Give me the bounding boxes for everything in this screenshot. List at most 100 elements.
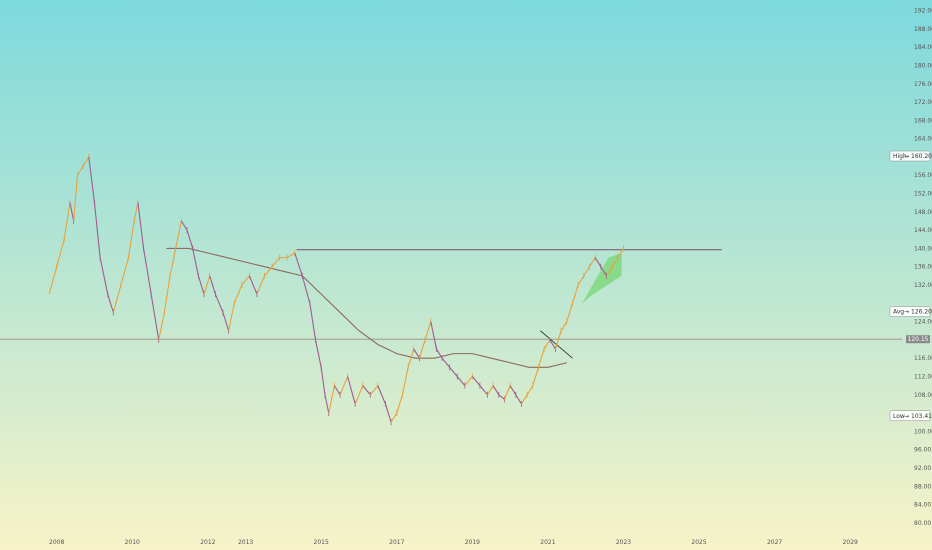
price-segment (526, 385, 534, 396)
price-segment (617, 248, 624, 258)
price-segment (418, 339, 426, 359)
y-tick-label: 152.00 (914, 191, 932, 198)
price-segment (286, 252, 296, 259)
x-tick-label: 2025 (691, 539, 706, 546)
marker-value-low: 103.41 (911, 413, 932, 420)
marker-arrow-icon: → (904, 153, 909, 160)
y-tick-label: 148.00 (914, 209, 932, 216)
price-segment (407, 348, 415, 368)
x-tick-label: 2013 (238, 539, 253, 546)
price-segment (347, 376, 356, 405)
price-segment (48, 266, 58, 295)
x-tick-label: 2023 (616, 539, 631, 546)
price-segment (150, 294, 160, 340)
price-segment (354, 385, 364, 405)
price-segment (137, 202, 145, 249)
price-segment (543, 339, 551, 350)
price-segment (577, 275, 585, 286)
y-tick-label: 92.00 (914, 465, 931, 472)
price-segment (127, 220, 135, 258)
y-tick-label: 176.00 (914, 81, 932, 88)
price-segment (537, 348, 545, 368)
price-segment (256, 275, 266, 295)
price-segment (520, 394, 528, 405)
price-segment (486, 385, 494, 396)
x-tick-label: 2017 (389, 539, 404, 546)
current-price-label: 120.15 (908, 336, 929, 343)
y-tick-label: 168.00 (914, 117, 932, 124)
price-segment (369, 385, 379, 396)
x-tick-label: 2015 (314, 539, 329, 546)
price-segment (209, 275, 216, 295)
price-segment (133, 202, 139, 222)
price-segment (112, 284, 122, 313)
price-segment (93, 202, 101, 258)
axis-layer: 2008 2010 2012 2013 2015 2017 2019 2021 2023 2025… (49, 8, 932, 546)
price-segment (324, 394, 330, 414)
price-segment (479, 385, 488, 396)
price-segment (158, 312, 165, 341)
zone-layer (581, 252, 622, 304)
price-segment (532, 367, 539, 386)
x-tick-label: 2008 (49, 539, 64, 546)
y-tick-label: 188.00 (914, 26, 932, 33)
price-segment (143, 248, 152, 295)
marker-value-high: 160.20 (911, 153, 932, 160)
x-tick-label: 2019 (465, 539, 480, 546)
price-segment (241, 275, 250, 286)
price-segment (509, 385, 517, 396)
price-segment (222, 312, 230, 331)
price-segment (314, 339, 322, 368)
price-segment (377, 385, 386, 405)
y-tick-label: 140.00 (914, 245, 932, 252)
price-segment (333, 385, 341, 396)
marker-name-avg: Avg (893, 309, 904, 316)
price-segment (203, 275, 211, 295)
price-segment (107, 293, 114, 313)
moving-average-line (166, 247, 567, 368)
price-segment (186, 229, 194, 249)
y-tick-label: 164.00 (914, 136, 932, 143)
price-segment (76, 165, 84, 176)
price-segment (88, 156, 96, 203)
price-segment (264, 266, 273, 277)
price-segment (69, 202, 75, 222)
y-tick-label: 116.00 (914, 355, 932, 362)
y-tick-label: 124.00 (914, 319, 932, 326)
y-tick-label: 192.00 (914, 8, 932, 15)
price-segment (449, 366, 458, 377)
y-tick-label: 144.00 (914, 227, 932, 234)
price-segment (120, 257, 130, 286)
x-tick-label: 2012 (200, 539, 215, 546)
price-segment (549, 339, 556, 350)
price-segment (606, 266, 613, 277)
marker-badge-high (889, 150, 931, 162)
price-segment (99, 257, 109, 295)
price-segment (560, 321, 568, 332)
price-segment (169, 248, 177, 276)
y-tick-label: 156.00 (914, 172, 932, 179)
price-segment (192, 248, 199, 276)
marker-name-low: Low (893, 413, 905, 420)
price-segment (309, 303, 317, 340)
price-segment (63, 202, 71, 240)
price-segment (301, 275, 311, 304)
price-segment (73, 175, 79, 222)
price-segment (456, 376, 466, 386)
x-tick-label: 2010 (125, 539, 140, 546)
price-segment (571, 284, 579, 304)
y-tick-label: 96.00 (914, 447, 931, 454)
price-segment (56, 239, 65, 267)
marker-badge-avg (889, 306, 931, 317)
price-segment (396, 394, 403, 414)
price-segment (320, 367, 326, 395)
y-tick-label: 108.00 (914, 392, 932, 399)
price-segment (294, 252, 303, 277)
y-tick-label: 184.00 (914, 44, 932, 51)
x-tick-label: 2027 (767, 539, 782, 546)
y-tick-label: 84.00 (914, 502, 931, 509)
